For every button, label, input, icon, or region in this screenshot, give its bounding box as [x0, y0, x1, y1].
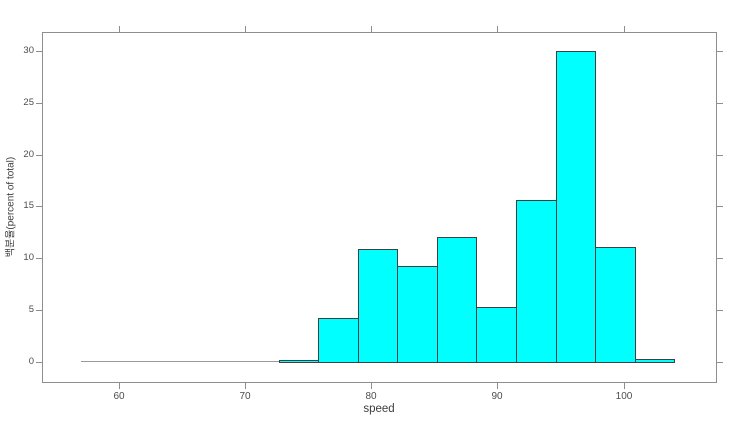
x-tick-top: [371, 26, 372, 32]
x-tick-label: 60: [113, 391, 125, 402]
x-tick-label: 100: [615, 391, 633, 402]
histogram-bar: [397, 266, 438, 363]
histogram-bar: [476, 307, 517, 363]
zero-count-baseline: [121, 361, 161, 362]
y-tick-right: [717, 310, 723, 311]
y-tick-right: [717, 206, 723, 207]
x-tick-top: [497, 26, 498, 32]
zero-count-baseline: [81, 361, 122, 362]
x-tick: [245, 383, 246, 389]
y-tick-label: 30: [23, 45, 34, 56]
x-tick-label: 90: [491, 391, 503, 402]
y-tick: [36, 206, 42, 207]
x-tick-label: 70: [239, 391, 251, 402]
histogram-bar: [635, 359, 675, 363]
histogram-bar: [358, 249, 398, 363]
y-axis-label: 백분율(percent of total): [5, 156, 17, 258]
zero-count-baseline: [200, 361, 240, 362]
histogram-bar: [595, 247, 636, 363]
y-tick-right: [717, 258, 723, 259]
x-tick: [119, 383, 120, 389]
x-tick-top: [624, 26, 625, 32]
histogram-bar: [437, 237, 477, 363]
x-tick-top: [119, 26, 120, 32]
y-tick: [36, 258, 42, 259]
x-tick: [497, 383, 498, 389]
y-tick-label: 20: [23, 149, 34, 160]
y-tick-label: 15: [23, 200, 34, 211]
y-tick-label: 5: [28, 304, 34, 315]
y-tick-right: [717, 362, 723, 363]
y-tick-label: 25: [23, 97, 34, 108]
y-tick: [36, 51, 42, 52]
y-tick-right: [717, 103, 723, 104]
y-tick: [36, 310, 42, 311]
y-tick-label: 0: [28, 356, 34, 367]
y-tick-label: 10: [23, 252, 34, 263]
y-tick-right: [717, 51, 723, 52]
zero-count-baseline: [160, 361, 201, 362]
y-tick: [36, 362, 42, 363]
x-axis-label: speed: [363, 403, 395, 415]
x-tick: [371, 383, 372, 389]
x-tick: [624, 383, 625, 389]
x-tick-top: [245, 26, 246, 32]
histogram-bar: [556, 51, 596, 363]
y-tick: [36, 103, 42, 104]
y-tick-right: [717, 155, 723, 156]
x-tick-label: 80: [365, 391, 377, 402]
histogram-bar: [279, 360, 319, 363]
y-tick: [36, 155, 42, 156]
histogram-bar: [318, 318, 359, 363]
zero-count-baseline: [239, 361, 280, 362]
histogram-bar: [516, 200, 557, 363]
